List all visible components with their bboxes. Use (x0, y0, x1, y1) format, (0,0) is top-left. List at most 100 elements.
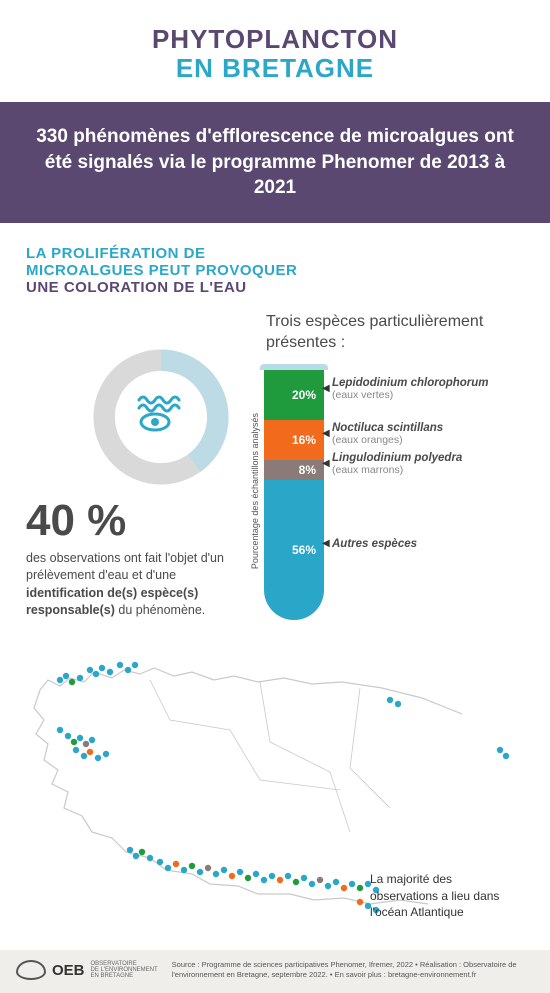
tube-segment-pct: 56% (292, 543, 316, 557)
observation-dot (77, 675, 83, 681)
observation-dot (395, 701, 401, 707)
observation-dot (285, 873, 291, 879)
observation-dot (357, 885, 363, 891)
observation-dot (205, 865, 211, 871)
observation-dot (269, 873, 275, 879)
tube-segment-pct: 20% (292, 388, 316, 402)
observation-dot (77, 735, 83, 741)
observation-dot (87, 749, 93, 755)
mid-section: 40 % des observations ont fait l'objet d… (0, 302, 550, 630)
logo-text: OEB (52, 962, 85, 979)
observation-dot (73, 747, 79, 753)
observation-dot (165, 865, 171, 871)
observation-dot (309, 881, 315, 887)
tube-segment: 16% (264, 420, 324, 460)
observation-dot (237, 869, 243, 875)
title-line2: EN BRETAGNE (20, 53, 530, 84)
stat-text-pre: des observations ont fait l'objet d'un p… (26, 551, 224, 583)
observation-dot (127, 847, 133, 853)
species-name: Autres espèces (332, 538, 489, 550)
observation-dot (103, 751, 109, 757)
species-label: ◀Lingulodinium polyedra(eaux marrons) (332, 454, 489, 474)
arrow-icon: ◀ (322, 458, 330, 469)
observation-dot (229, 873, 235, 879)
observation-dot (65, 733, 71, 739)
observation-dot (107, 669, 113, 675)
species-label: ◀Noctiluca scintillans(eaux oranges) (332, 414, 489, 454)
observation-dot (99, 665, 105, 671)
tube-axis-label: Pourcentage des échantillons analysés (246, 409, 264, 573)
observation-dot (213, 871, 219, 877)
observation-dot (81, 753, 87, 759)
species-note: (eaux oranges) (332, 434, 489, 446)
subtitle-block: LA PROLIFÉRATION DE MICROALGUES PEUT PRO… (0, 223, 550, 302)
observation-dot (57, 677, 63, 683)
tube-segment: 20% (264, 370, 324, 420)
tube-segment-pct: 8% (299, 463, 316, 477)
arrow-icon: ◀ (322, 538, 330, 549)
title-line1: PHYTOPLANCTON (20, 24, 530, 55)
observation-dot (133, 853, 139, 859)
observation-dot (125, 667, 131, 673)
observation-dot (301, 875, 307, 881)
arrow-icon: ◀ (322, 428, 330, 439)
observation-dot (147, 855, 153, 861)
observation-dot (333, 879, 339, 885)
tube-segment: 56% (264, 480, 324, 620)
observation-dot (157, 859, 163, 865)
donut-column: 40 % des observations ont fait l'objet d… (26, 312, 236, 620)
observation-dot (497, 747, 503, 753)
title-block: PHYTOPLANCTON EN BRETAGNE (0, 0, 550, 102)
observation-dot (277, 877, 283, 883)
observation-dot (139, 849, 145, 855)
observation-dot (69, 679, 75, 685)
observation-dot (87, 667, 93, 673)
subtitle-line3: UNE COLORATION DE L'EAU (26, 279, 524, 296)
tube-body: 20% 16% 8% 56% (264, 370, 324, 620)
infographic: PHYTOPLANCTON EN BRETAGNE 330 phénomènes… (0, 0, 550, 993)
observation-dot (89, 737, 95, 743)
observation-dot (261, 877, 267, 883)
species-name: Noctiluca scintillans (332, 422, 489, 434)
observation-dot (83, 741, 89, 747)
observation-dot (221, 867, 227, 873)
species-label: ◀Lepidodinium chlorophorum(eaux vertes) (332, 364, 489, 414)
arrow-icon: ◀ (322, 383, 330, 394)
observation-dot (63, 673, 69, 679)
observation-dot (503, 753, 509, 759)
observation-dot (71, 739, 77, 745)
observation-dot (387, 697, 393, 703)
stat-percentage: 40 % (26, 496, 236, 546)
observation-dot (173, 861, 179, 867)
observation-dot (117, 662, 123, 668)
inland-borders (150, 680, 390, 832)
headline-banner: 330 phénomènes d'efflorescence de microa… (0, 102, 550, 223)
observation-dot (325, 883, 331, 889)
observation-dot (132, 662, 138, 668)
tube-segment-pct: 16% (292, 433, 316, 447)
wave-eye-icon (137, 392, 185, 442)
donut-chart (86, 342, 236, 492)
footer-source: Source : Programme de sciences participa… (172, 960, 534, 981)
tube-labels: ◀Lepidodinium chlorophorum(eaux vertes)◀… (332, 364, 489, 620)
tube-segment: 8% (264, 460, 324, 480)
footer: OEB OBSERVATOIRE DE L'ENVIRONNEMENT EN B… (0, 950, 550, 993)
species-name: Lepidodinium chlorophorum (332, 377, 489, 389)
logo-mark-icon (16, 960, 46, 980)
observation-dot (341, 885, 347, 891)
observation-dot (293, 879, 299, 885)
observation-dot (349, 881, 355, 887)
observation-dot (189, 863, 195, 869)
headline-text: 330 phénomènes d'efflorescence de microa… (36, 124, 514, 201)
species-column: Trois espèces particulièrement présentes… (246, 312, 524, 620)
species-label: ◀Autres espèces (332, 474, 489, 614)
observation-dot (181, 867, 187, 873)
test-tube: 20% 16% 8% 56% (264, 364, 324, 620)
observation-dot (197, 869, 203, 875)
observation-dot (317, 877, 323, 883)
observation-dot (93, 671, 99, 677)
test-tube-chart: Pourcentage des échantillons analysés 20… (246, 364, 524, 620)
observation-dot (357, 899, 363, 905)
logo-sub3: EN BRETAGNE (91, 973, 158, 979)
subtitle-line2: MICROALGUES PEUT PROVOQUER (26, 262, 524, 279)
